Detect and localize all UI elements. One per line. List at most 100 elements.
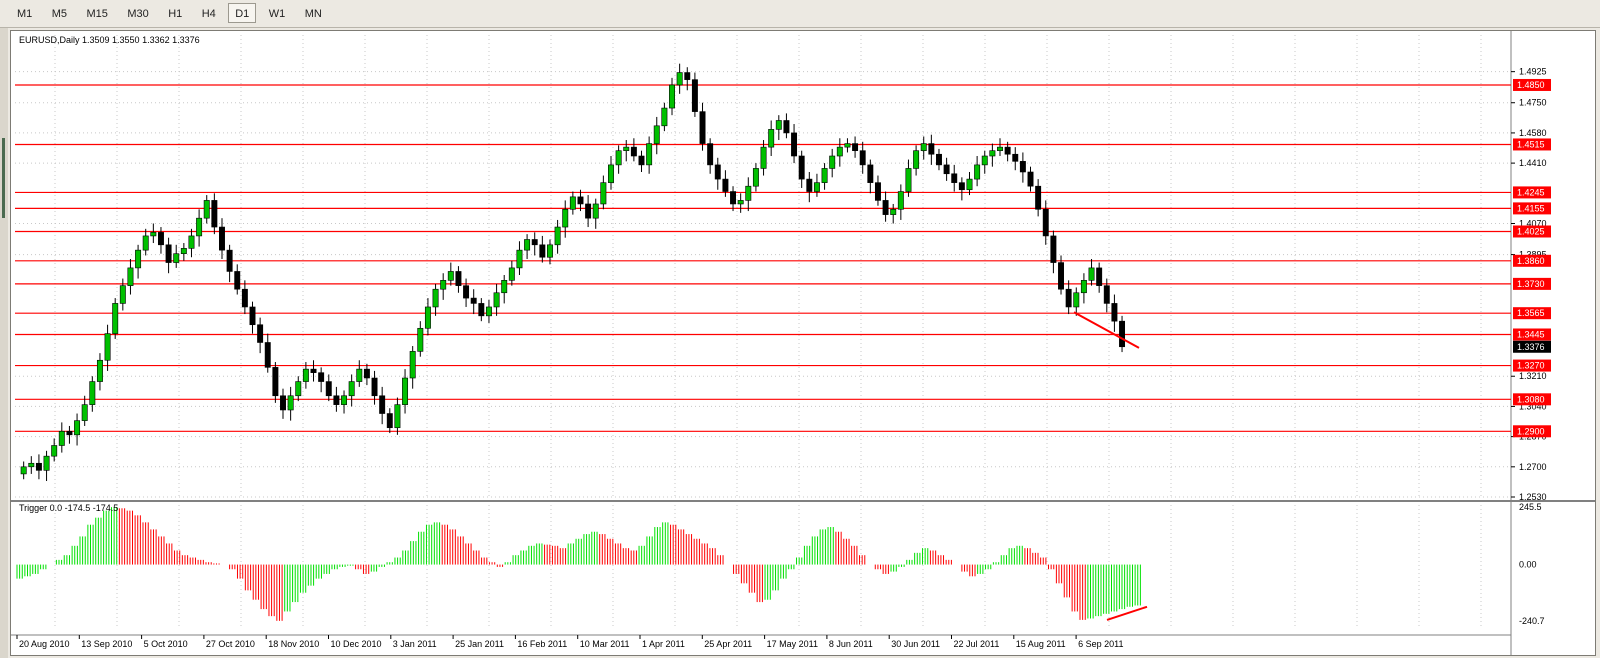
candle <box>432 288 439 308</box>
candle <box>333 395 340 405</box>
candle <box>211 200 218 228</box>
price-tick-label: 1.3040 <box>1519 401 1547 411</box>
candle <box>287 395 294 411</box>
candle <box>997 146 1003 151</box>
candle <box>653 125 660 144</box>
candle <box>707 143 714 166</box>
price-tick-label: 1.3210 <box>1519 371 1547 381</box>
candle <box>669 84 675 109</box>
price-tick-label: 1.4580 <box>1519 128 1547 138</box>
candle <box>424 306 431 329</box>
candle <box>478 303 485 317</box>
candle <box>798 155 805 180</box>
level-label: 1.3270 <box>1517 361 1545 371</box>
candle <box>615 150 622 166</box>
candle <box>768 129 775 148</box>
level-label: 1.3730 <box>1517 279 1545 289</box>
chart-window[interactable]: 1.4925 1.4750 1.4580 1.4410 1.4070 1.3895 1.32… <box>10 30 1596 656</box>
candle <box>1035 185 1042 210</box>
level-label-box <box>1513 186 1551 199</box>
candle <box>43 455 50 471</box>
candle <box>89 381 96 405</box>
candle <box>371 377 378 397</box>
date-label: 17 May 2011 <box>767 639 818 649</box>
candle <box>226 249 233 272</box>
level-label-box <box>1513 328 1551 341</box>
candle <box>249 306 256 326</box>
level-label-box <box>1513 393 1551 406</box>
candle <box>608 164 614 183</box>
candle <box>165 244 172 263</box>
candle <box>501 280 508 294</box>
candle <box>813 182 820 192</box>
divergence-line-price[interactable] <box>1073 311 1140 349</box>
candle <box>1103 285 1110 304</box>
candle <box>1065 288 1072 308</box>
candle <box>440 280 447 290</box>
candle <box>402 377 409 405</box>
timeframe-m1-button[interactable]: M1 <box>17 8 33 20</box>
timeframe-d1-button[interactable]: D1 <box>228 3 257 23</box>
candle <box>463 285 470 299</box>
candle <box>905 168 912 192</box>
candle <box>508 267 515 281</box>
current-price-label: 1.3376 <box>1517 342 1545 352</box>
candle <box>104 333 111 361</box>
candle <box>745 185 752 201</box>
price-chart-svg[interactable]: 1.4925 1.4750 1.4580 1.4410 1.4070 1.3895 1.32… <box>11 31 1595 655</box>
candle <box>142 235 149 251</box>
level-label: 1.2900 <box>1517 426 1545 436</box>
candle <box>844 143 851 148</box>
left-splitter <box>0 28 8 658</box>
timeframe-mn-button[interactable]: MN <box>304 8 322 20</box>
timeframe-m15-button[interactable]: M15 <box>86 8 108 20</box>
timeframe-m30-button[interactable]: M30 <box>127 8 149 20</box>
divergence-line-indicator[interactable] <box>1106 605 1148 621</box>
date-label: 30 Jun 2011 <box>891 639 940 649</box>
candle <box>623 146 630 151</box>
candle <box>691 79 698 112</box>
price-tick-label: 1.2700 <box>1519 462 1547 472</box>
date-label: 1 Apr 2011 <box>642 639 685 649</box>
candle <box>318 372 325 382</box>
candle <box>676 72 683 86</box>
candle <box>51 445 58 457</box>
candle <box>524 239 531 251</box>
candle <box>1111 303 1118 322</box>
level-label-box <box>1513 359 1551 372</box>
candle <box>1080 280 1087 294</box>
timeframe-w1-button[interactable]: W1 <box>268 8 286 20</box>
timeframe-h1-button[interactable]: H1 <box>168 8 183 20</box>
indicator-tick-label: -240.7 <box>1519 616 1545 626</box>
candle <box>35 462 42 471</box>
candle <box>409 351 416 379</box>
candle <box>135 249 142 269</box>
date-label: 5 Oct 2010 <box>144 639 188 649</box>
candle <box>936 153 942 166</box>
candle <box>981 155 988 166</box>
level-label-box <box>1513 277 1551 290</box>
timeframe-h4-button[interactable]: H4 <box>201 8 216 20</box>
level-label-box <box>1513 138 1551 151</box>
candle <box>531 239 538 246</box>
candle <box>806 178 813 192</box>
candle <box>173 253 180 263</box>
candle <box>485 306 492 317</box>
candle <box>958 182 965 191</box>
candle <box>417 327 424 352</box>
timeframe-m5-button[interactable]: M5 <box>51 8 68 20</box>
candle <box>127 267 134 286</box>
candle <box>325 381 332 397</box>
candle <box>951 173 958 183</box>
candle <box>447 271 454 281</box>
candle <box>699 111 706 144</box>
current-price-box <box>1513 340 1551 353</box>
candle <box>470 297 477 304</box>
candle <box>356 368 363 382</box>
candle <box>493 292 500 308</box>
chart-title: EURUSD,Daily 1.3509 1.3550 1.3362 1.3376 <box>19 35 200 45</box>
candle <box>874 182 881 201</box>
price-tick-label: 1.3895 <box>1519 250 1547 260</box>
date-label: 10 Mar 2011 <box>580 639 630 649</box>
candle <box>157 232 164 246</box>
